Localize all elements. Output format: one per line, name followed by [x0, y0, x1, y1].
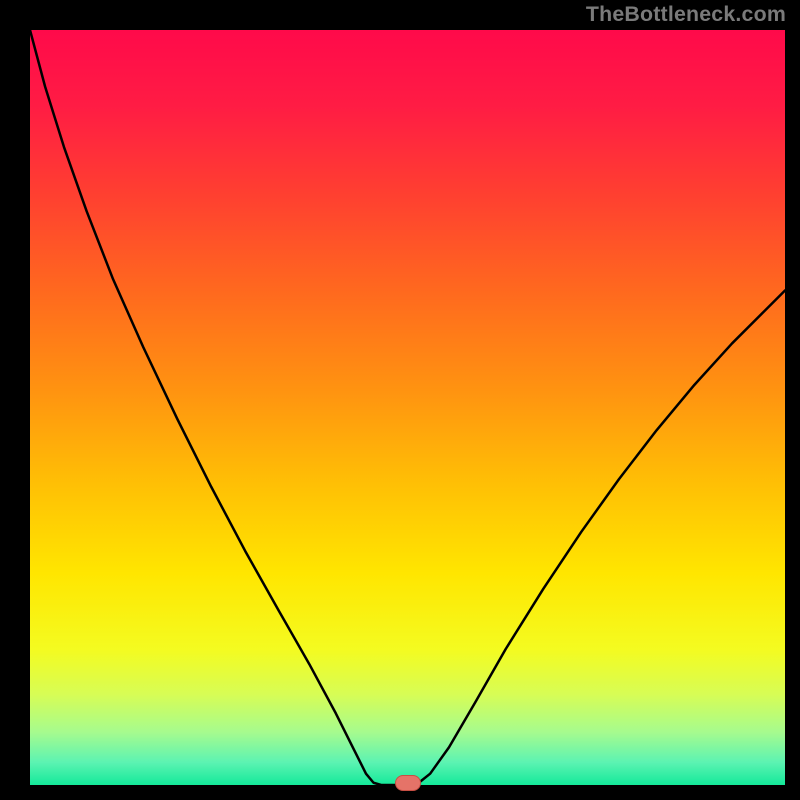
watermark-text: TheBottleneck.com [586, 2, 786, 27]
chart-frame: TheBottleneck.com [0, 0, 800, 800]
plot-area [30, 30, 785, 785]
bottleneck-curve [30, 30, 785, 785]
optimum-marker [395, 775, 421, 791]
curve-path [30, 30, 785, 785]
